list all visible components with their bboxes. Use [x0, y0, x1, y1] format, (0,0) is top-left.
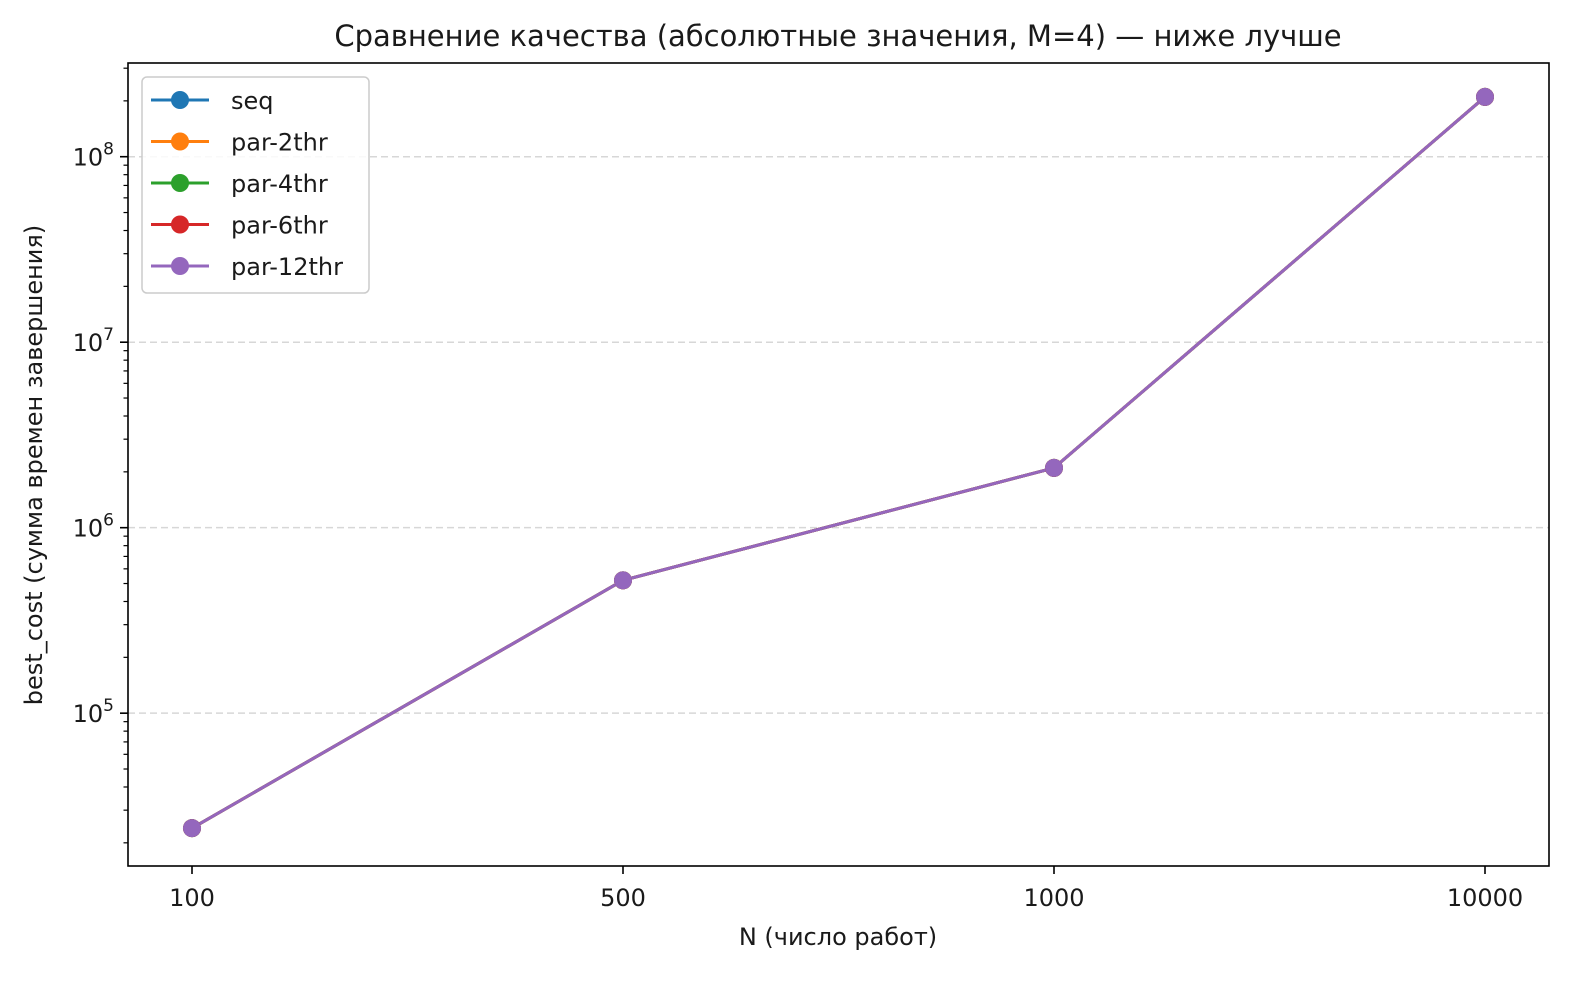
x-tick-label: 10000 [1447, 884, 1523, 912]
x-axis-label: N (число работ) [739, 923, 937, 951]
data-point-par-12thr [614, 571, 632, 590]
x-tick-label: 100 [169, 884, 215, 912]
legend-label: par-4thr [231, 170, 328, 198]
legend: seq par-2thr par-4thr par-6thr par-12thr [141, 76, 370, 294]
legend-marker-par-2thr [171, 132, 189, 151]
x-axis-ticks: 100 500 1000 10000 [169, 866, 1523, 912]
y-tick-label: 105 [73, 696, 114, 728]
plot-frame [127, 62, 1550, 867]
y-tick-exponent: 6 [103, 511, 114, 531]
legend-label: par-6thr [231, 212, 328, 240]
data-point-par-12thr [1476, 87, 1494, 106]
chart-title: Сравнение качества (абсолютные значения,… [334, 19, 1341, 53]
legend-marker-par-12thr [171, 257, 189, 275]
y-tick-base: 10 [73, 700, 104, 728]
y-axis-label: best_cost (сумма времен завершения) [20, 225, 48, 705]
legend-marker-par-4thr [171, 174, 189, 192]
y-tick-base: 10 [73, 329, 104, 357]
series-markers [183, 87, 1494, 838]
legend-marker-par-6thr [171, 215, 189, 234]
y-tick-exponent: 7 [103, 325, 114, 345]
x-tick-label: 1000 [1023, 884, 1084, 912]
x-tick-label: 500 [600, 884, 646, 912]
data-point-par-12thr [1045, 458, 1063, 477]
legend-label: par-12thr [231, 253, 343, 281]
y-tick-label: 108 [73, 140, 114, 172]
y-tick-exponent: 5 [103, 696, 114, 716]
y-tick-base: 10 [73, 515, 104, 543]
y-tick-exponent: 8 [103, 140, 114, 160]
legend-marker-seq [171, 91, 189, 109]
legend-label: seq [231, 87, 274, 115]
legend-box [141, 76, 370, 294]
y-tick-base: 10 [73, 144, 104, 172]
legend-label: par-2thr [231, 129, 328, 157]
series-lines [191, 95, 1486, 830]
y-tick-label: 106 [73, 511, 114, 543]
y-tick-label: 107 [73, 325, 114, 357]
data-point-par-12thr [183, 819, 201, 838]
series-line-par-12thr [191, 95, 1486, 830]
